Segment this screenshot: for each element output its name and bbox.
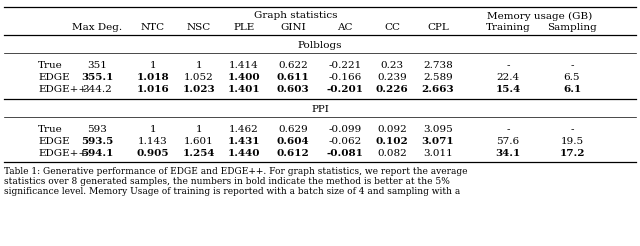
Text: 17.2: 17.2: [559, 150, 585, 158]
Text: EDGE++: EDGE++: [38, 150, 87, 158]
Text: 22.4: 22.4: [497, 74, 520, 82]
Text: 1.052: 1.052: [184, 74, 214, 82]
Text: NSC: NSC: [187, 22, 211, 31]
Text: GINI: GINI: [280, 22, 306, 31]
Text: 1.018: 1.018: [137, 74, 170, 82]
Text: 0.604: 0.604: [276, 138, 309, 147]
Text: -: -: [506, 62, 509, 71]
Text: CC: CC: [384, 22, 400, 31]
Text: Graph statistics: Graph statistics: [253, 12, 337, 20]
Text: True: True: [38, 62, 63, 71]
Text: 15.4: 15.4: [495, 86, 520, 94]
Text: 1: 1: [196, 62, 202, 71]
Text: 3.011: 3.011: [423, 150, 453, 158]
Text: 0.092: 0.092: [377, 125, 407, 135]
Text: 2.738: 2.738: [423, 62, 453, 71]
Text: 1: 1: [150, 125, 156, 135]
Text: EDGE++: EDGE++: [38, 86, 87, 94]
Text: 57.6: 57.6: [497, 138, 520, 147]
Text: CPL: CPL: [427, 22, 449, 31]
Text: 0.611: 0.611: [276, 74, 309, 82]
Text: -0.062: -0.062: [328, 138, 362, 147]
Text: 355.1: 355.1: [81, 74, 113, 82]
Text: True: True: [38, 125, 63, 135]
Text: 1.400: 1.400: [228, 74, 260, 82]
Text: 593.5: 593.5: [81, 138, 113, 147]
Text: 6.1: 6.1: [563, 86, 581, 94]
Text: 0.905: 0.905: [137, 150, 169, 158]
Text: 0.612: 0.612: [276, 150, 309, 158]
Text: 351: 351: [87, 62, 107, 71]
Text: Training: Training: [486, 22, 531, 31]
Text: 0.603: 0.603: [276, 86, 309, 94]
Text: NTC: NTC: [141, 22, 165, 31]
Text: Max Deg.: Max Deg.: [72, 22, 122, 31]
Text: 1.016: 1.016: [136, 86, 170, 94]
Text: 1.462: 1.462: [229, 125, 259, 135]
Text: Table 1: Generative performance of EDGE and EDGE++. For graph statistics, we rep: Table 1: Generative performance of EDGE …: [4, 168, 467, 176]
Text: 1.440: 1.440: [228, 150, 260, 158]
Text: Polblogs: Polblogs: [298, 41, 342, 49]
Text: 0.226: 0.226: [376, 86, 408, 94]
Text: 1: 1: [150, 62, 156, 71]
Text: 0.102: 0.102: [376, 138, 408, 147]
Text: 593: 593: [87, 125, 107, 135]
Text: -: -: [570, 62, 573, 71]
Text: 2.589: 2.589: [423, 74, 453, 82]
Text: 0.622: 0.622: [278, 62, 308, 71]
Text: 1.414: 1.414: [229, 62, 259, 71]
Text: -0.081: -0.081: [326, 150, 364, 158]
Text: 19.5: 19.5: [561, 138, 584, 147]
Text: 594.1: 594.1: [81, 150, 113, 158]
Text: 1.601: 1.601: [184, 138, 214, 147]
Text: 0.23: 0.23: [380, 62, 404, 71]
Text: 1.431: 1.431: [228, 138, 260, 147]
Text: 344.2: 344.2: [82, 86, 112, 94]
Text: AC: AC: [337, 22, 353, 31]
Text: 1.143: 1.143: [138, 138, 168, 147]
Text: -0.099: -0.099: [328, 125, 362, 135]
Text: 2.663: 2.663: [422, 86, 454, 94]
Text: 1.401: 1.401: [228, 86, 260, 94]
Text: statistics over 8 generated samples, the numbers in bold indicate the method is : statistics over 8 generated samples, the…: [4, 178, 450, 186]
Text: EDGE: EDGE: [38, 74, 70, 82]
Text: PLE: PLE: [234, 22, 255, 31]
Text: 34.1: 34.1: [495, 150, 520, 158]
Text: significance level. Memory Usage of training is reported with a batch size of 4 : significance level. Memory Usage of trai…: [4, 187, 460, 197]
Text: Memory usage (GB): Memory usage (GB): [488, 11, 593, 21]
Text: -0.166: -0.166: [328, 74, 362, 82]
Text: 1: 1: [196, 125, 202, 135]
Text: -0.201: -0.201: [326, 86, 364, 94]
Text: 3.095: 3.095: [423, 125, 453, 135]
Text: EDGE: EDGE: [38, 138, 70, 147]
Text: Sampling: Sampling: [547, 22, 597, 31]
Text: 0.239: 0.239: [377, 74, 407, 82]
Text: -: -: [570, 125, 573, 135]
Text: 1.254: 1.254: [183, 150, 215, 158]
Text: PPI: PPI: [311, 105, 329, 113]
Text: 0.082: 0.082: [377, 150, 407, 158]
Text: 3.071: 3.071: [422, 138, 454, 147]
Text: 0.629: 0.629: [278, 125, 308, 135]
Text: 1.023: 1.023: [182, 86, 215, 94]
Text: -0.221: -0.221: [328, 62, 362, 71]
Text: 6.5: 6.5: [564, 74, 580, 82]
Text: -: -: [506, 125, 509, 135]
